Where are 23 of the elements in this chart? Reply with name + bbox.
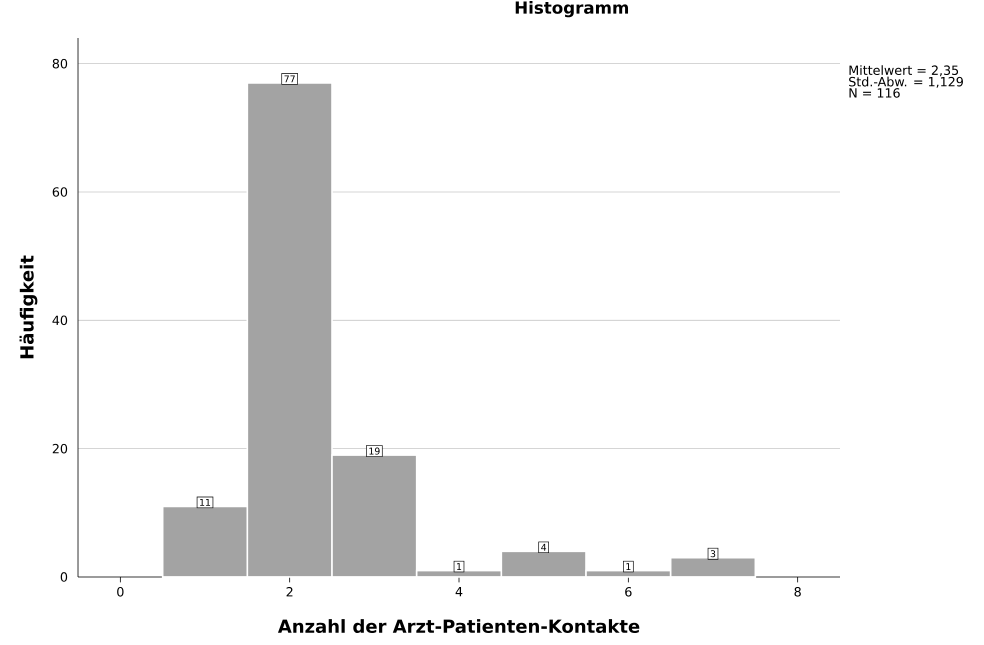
y-tick-label: 0 [60, 572, 68, 582]
data-label: 3 [710, 550, 716, 558]
x-tick-label: 8 [794, 587, 801, 597]
y-axis-title: Häufigkeit [20, 256, 38, 358]
data-label: 19 [369, 448, 380, 455]
x-tick-label: 2 [286, 587, 292, 596]
y-tick-label: 20 [52, 444, 68, 454]
y-tick-label: 40 [52, 316, 68, 326]
x-tick-label: 6 [625, 587, 632, 597]
x-tick-label: 4 [456, 587, 462, 596]
chart-title: Histogramm [516, 1, 628, 18]
y-tick-label: 80 [52, 58, 68, 68]
text: Std.-Abw. = 1,129 [849, 76, 963, 88]
text: Mittelwert = 2,35 [850, 65, 958, 76]
x-tick-label: 0 [117, 587, 124, 597]
data-label: 77 [284, 76, 295, 82]
text: N = 116 [850, 88, 900, 98]
data-label: 1 [626, 563, 630, 570]
data-label: 1 [457, 563, 462, 570]
data-label: 4 [541, 544, 546, 551]
y-tick-label: 60 [52, 187, 68, 197]
data-label: 11 [200, 499, 210, 506]
x-axis-title: Anzahl der Arzt-Patienten-Kontakte [278, 619, 640, 634]
